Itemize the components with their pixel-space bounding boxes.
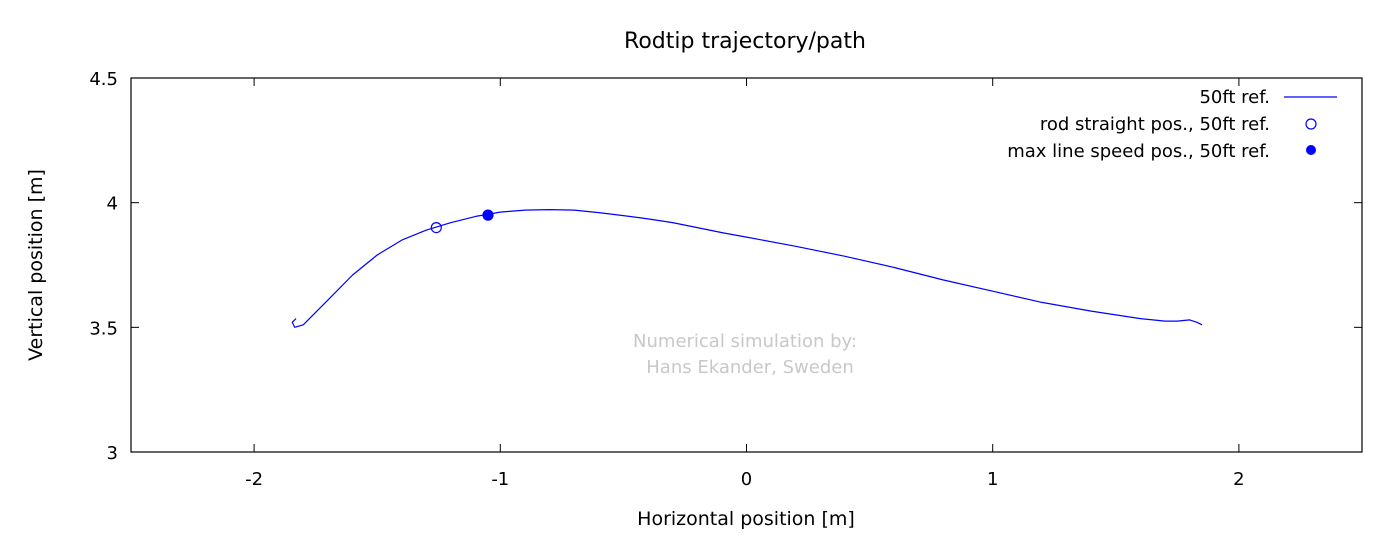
watermark-line-1: Numerical simulation by: <box>633 331 857 352</box>
plot-marks <box>291 209 1203 328</box>
rod-straight-point <box>430 222 442 234</box>
y-tick-label: 4 <box>107 194 118 215</box>
legend-label-trajectory: 50ft ref. <box>1199 87 1270 108</box>
watermark-line-2: Hans Ekander, Sweden <box>646 357 853 378</box>
legend-label-max-line-speed: max line speed pos., 50ft ref. <box>1007 141 1270 162</box>
axis-ticks <box>131 77 1362 453</box>
legend-swatch-rod-straight <box>1305 118 1317 130</box>
legend-label-rod-straight: rod straight pos., 50ft ref. <box>1040 114 1270 135</box>
x-tick-label: 2 <box>1233 469 1244 490</box>
axis-tick-labels: -2 -1 0 1 2 3 3.5 4 4.5 <box>89 69 1244 490</box>
y-tick-label: 3 <box>107 443 118 464</box>
y-axis-label: Vertical position [m] <box>25 169 47 361</box>
max-line-speed-point <box>482 209 494 221</box>
x-axis-label: Horizontal position [m] <box>637 508 855 530</box>
y-tick-label: 4.5 <box>89 69 118 90</box>
legend-swatch-max-line-speed <box>1306 145 1316 155</box>
x-tick-label: 0 <box>741 469 752 490</box>
y-tick-label: 3.5 <box>89 318 118 339</box>
watermark: Numerical simulation by: Hans Ekander, S… <box>633 331 857 378</box>
legend: 50ft ref. rod straight pos., 50ft ref. m… <box>1007 87 1337 162</box>
trajectory-line <box>291 209 1203 328</box>
x-tick-label: 1 <box>987 469 998 490</box>
chart-title: Rodtip trajectory/path <box>624 29 866 54</box>
x-tick-label: -2 <box>245 469 263 490</box>
x-tick-label: -1 <box>491 469 509 490</box>
